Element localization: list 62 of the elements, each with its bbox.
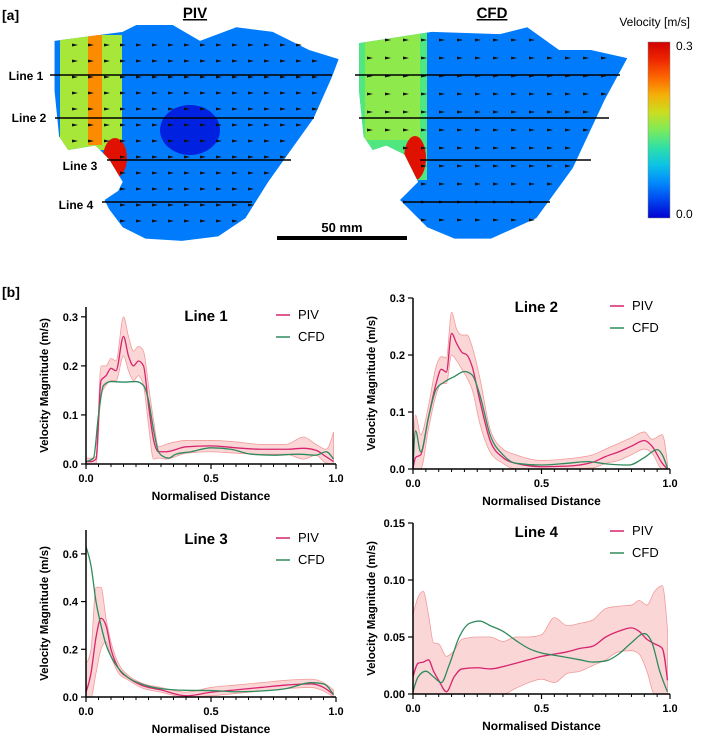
- y-axis-title: Velocity Magnitude (m/s): [366, 316, 378, 451]
- y-axis-title: Velocity Magnitude (m/s): [39, 318, 51, 453]
- text: 0.3: [676, 39, 694, 53]
- chart-title: Line 1: [184, 308, 228, 325]
- text: Line 1: [8, 69, 44, 83]
- text: Velocity [m/s]: [619, 15, 690, 29]
- legend-label: PIV: [298, 307, 320, 322]
- legend-label: CFD: [298, 329, 325, 344]
- x-tick-label: 1.0: [662, 703, 678, 715]
- y-tick-label: 0.6: [62, 548, 78, 561]
- text: Line 2: [12, 111, 47, 125]
- text: 0.0: [676, 207, 694, 221]
- legend-label: CFD: [298, 552, 325, 567]
- y-tick-label: 0.2: [62, 360, 78, 373]
- legend-label: PIV: [632, 298, 654, 313]
- legend-label: CFD: [632, 320, 659, 335]
- y-axis-title: Velocity Magnitude (m/s): [39, 546, 51, 681]
- x-tick-label: 0.0: [78, 473, 94, 485]
- y-tick-label: 0.2: [390, 350, 405, 362]
- line-series: [85, 380, 334, 462]
- x-tick-label: 0.5: [203, 473, 219, 485]
- x-tick-label: 0.0: [78, 706, 94, 718]
- x-tick-label: 0.0: [405, 703, 421, 715]
- x-tick-label: 0.5: [534, 703, 550, 715]
- y-tick-label: 0.0: [62, 692, 78, 704]
- x-tick-label: 0.5: [534, 478, 550, 490]
- y-tick-label: 0.2: [62, 644, 78, 656]
- y-tick-label: 0.1: [62, 410, 78, 422]
- y-tick-label: 0.15: [384, 518, 405, 530]
- legend-label: PIV: [632, 523, 654, 538]
- text: 50 mm: [321, 220, 363, 235]
- y-tick-label: 0.4: [62, 596, 79, 609]
- y-tick-label: 0.3: [62, 312, 78, 324]
- y-tick-label: 0.10: [384, 575, 405, 587]
- x-axis-title: Normalised Distance: [482, 719, 602, 733]
- text: [a]: [2, 7, 20, 23]
- y-axis-title: Velocity Magnitude (m/s): [366, 540, 378, 676]
- text: [b]: [2, 284, 20, 300]
- legend-label: PIV: [298, 530, 320, 545]
- text: Line 3: [62, 159, 98, 173]
- y-tick-label: 0.05: [384, 632, 405, 644]
- text: CFD: [476, 5, 508, 22]
- text: Line 4: [58, 198, 94, 212]
- legend-label: CFD: [632, 545, 659, 560]
- chart-title: Line 3: [184, 531, 228, 548]
- x-tick-label: 1.0: [328, 473, 344, 485]
- y-tick-label: 0.0: [390, 464, 405, 476]
- chart-title: Line 4: [514, 524, 559, 541]
- chart-title: Line 2: [514, 299, 558, 316]
- x-axis-title: Normalised Distance: [152, 489, 271, 503]
- x-axis-title: Normalised Distance: [152, 722, 271, 736]
- x-axis-title: Normalised Distance: [482, 494, 602, 508]
- x-tick-label: 1.0: [328, 706, 344, 718]
- line-series: [85, 546, 334, 696]
- y-tick-label: 0.00: [384, 689, 405, 701]
- text: PIV: [182, 5, 208, 22]
- x-tick-label: 0.0: [405, 478, 421, 490]
- x-tick-label: 1.0: [662, 478, 678, 490]
- y-tick-label: 0.0: [62, 459, 78, 471]
- y-tick-label: 0.1: [390, 407, 405, 419]
- x-tick-label: 0.5: [203, 706, 219, 718]
- y-tick-label: 0.3: [390, 293, 405, 305]
